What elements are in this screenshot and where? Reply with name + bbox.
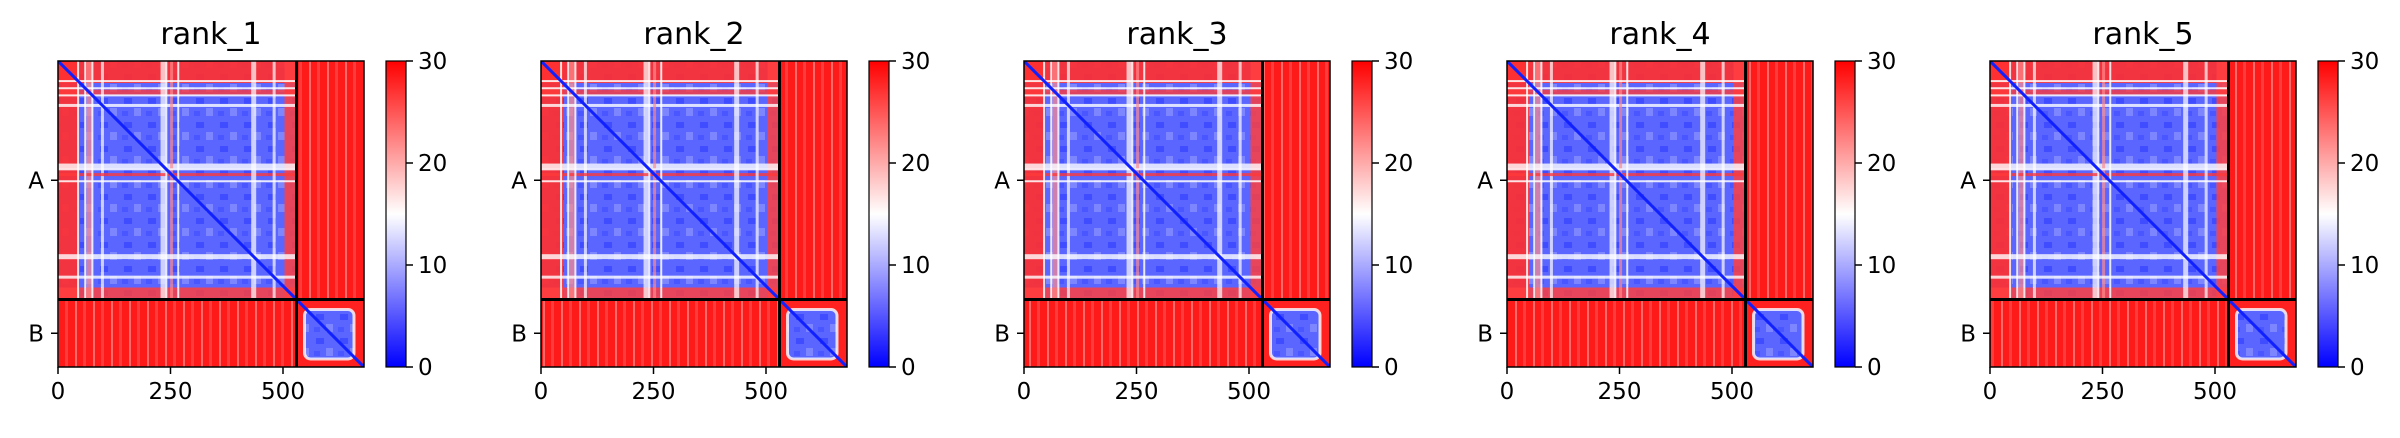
colorbar-frame <box>1351 60 1373 368</box>
colorbar <box>1835 61 1855 367</box>
heatmap-block-bb-edge <box>2235 308 2288 361</box>
colorbar-tick-label: 10 <box>418 253 447 279</box>
heatmap-diagonal <box>1507 61 1813 367</box>
heatmap <box>1024 61 1330 367</box>
colorbar-tick-label: 30 <box>1384 49 1413 75</box>
x-tick-label: 500 <box>2193 379 2237 405</box>
plot-frame <box>540 60 848 368</box>
x-tick-label: 0 <box>1017 379 1032 405</box>
x-tick-label: 0 <box>1983 379 1998 405</box>
colorbar-tick-label: 0 <box>1867 355 1882 381</box>
colorbar-tick-label: 30 <box>1867 49 1896 75</box>
colorbar <box>869 61 889 367</box>
panel-title: rank_1 <box>160 17 261 52</box>
panel-title: rank_3 <box>1126 17 1227 52</box>
plot-frame <box>1023 60 1331 368</box>
heatmap-block-bb-edge <box>786 308 839 361</box>
heatmap-block-ab <box>1262 61 1330 300</box>
x-tick-label: 0 <box>51 379 66 405</box>
colorbar-tick-label: 10 <box>2350 253 2379 279</box>
heatmap <box>1990 61 2296 367</box>
colorbar-tick-label: 30 <box>901 49 930 75</box>
heatmap-block-bb-edge <box>1752 308 1805 361</box>
colorbar <box>386 61 406 367</box>
y-chain-label: B <box>28 321 44 347</box>
colorbar-tick-label: 0 <box>418 355 433 381</box>
colorbar <box>2318 61 2338 367</box>
panel-2: rank_2 0 250 500 A B 0 10 20 30 <box>511 17 930 405</box>
colorbar-tick-label: 30 <box>418 49 447 75</box>
y-chain-label: A <box>28 168 44 194</box>
colorbar-tick-label: 20 <box>1867 151 1896 177</box>
panel-3: rank_3 0 250 500 A B 0 10 20 30 <box>994 17 1413 405</box>
panel-title: rank_2 <box>643 17 744 52</box>
heatmap-block-ab <box>296 61 364 300</box>
colorbar-tick-label: 20 <box>901 151 930 177</box>
colorbar-tick-label: 20 <box>2350 151 2379 177</box>
panel-title: rank_5 <box>2092 17 2193 52</box>
plot-frame <box>57 60 365 368</box>
heatmap-block-ba <box>541 299 780 367</box>
x-tick-label: 250 <box>149 379 193 405</box>
heatmap-block-ab <box>779 61 847 300</box>
x-tick-label: 500 <box>744 379 788 405</box>
y-chain-label: B <box>994 321 1010 347</box>
x-tick-label: 250 <box>632 379 676 405</box>
heatmap-block-ab <box>2228 61 2296 300</box>
heatmap-diagonal <box>1024 61 1330 367</box>
heatmap-diagonal <box>1990 61 2296 367</box>
heatmap-diagonal <box>541 61 847 367</box>
heatmap-diagonal <box>58 61 364 367</box>
colorbar-frame <box>385 60 407 368</box>
x-tick-label: 250 <box>1115 379 1159 405</box>
colorbar-tick-label: 10 <box>1867 253 1896 279</box>
y-chain-label: B <box>511 321 527 347</box>
plot-frame <box>1506 60 1814 368</box>
colorbar-tick-label: 20 <box>1384 151 1413 177</box>
y-chain-label: A <box>1477 168 1493 194</box>
plot-frame <box>1989 60 2297 368</box>
heatmap-block-ba <box>1024 299 1263 367</box>
colorbar-frame <box>1834 60 1856 368</box>
colorbar-frame <box>868 60 890 368</box>
y-chain-label: A <box>1960 168 1976 194</box>
heatmap <box>58 61 364 367</box>
colorbar-tick-label: 30 <box>2350 49 2379 75</box>
x-tick-label: 500 <box>1710 379 1754 405</box>
panel-1: rank_1 0 250 500 A B 0 10 20 30 <box>28 17 447 405</box>
colorbar <box>1352 61 1372 367</box>
x-tick-label: 0 <box>534 379 549 405</box>
colorbar-tick-label: 0 <box>1384 355 1399 381</box>
x-tick-label: 500 <box>261 379 305 405</box>
heatmap-block-ba <box>1990 299 2229 367</box>
x-tick-label: 250 <box>2081 379 2125 405</box>
x-tick-label: 250 <box>1598 379 1642 405</box>
x-tick-label: 0 <box>1500 379 1515 405</box>
panel-5: rank_5 0 250 500 A B 0 10 20 30 <box>1960 17 2379 405</box>
heatmap-block-bb-edge <box>1269 308 1322 361</box>
x-tick-label: 500 <box>1227 379 1271 405</box>
colorbar-tick-label: 20 <box>418 151 447 177</box>
heatmap-block-bb-edge <box>303 308 356 361</box>
panel-title: rank_4 <box>1609 17 1710 52</box>
colorbar-tick-label: 10 <box>1384 253 1413 279</box>
colorbar-tick-label: 10 <box>901 253 930 279</box>
panel-4: rank_4 0 250 500 A B 0 10 20 30 <box>1477 17 1896 405</box>
heatmap <box>541 61 847 367</box>
y-chain-label: B <box>1477 321 1493 347</box>
heatmap-block-ba <box>58 299 297 367</box>
colorbar-frame <box>2317 60 2339 368</box>
colorbar-tick-label: 0 <box>2350 355 2365 381</box>
y-chain-label: B <box>1960 321 1976 347</box>
y-chain-label: A <box>511 168 527 194</box>
heatmap <box>1507 61 1813 367</box>
heatmap-block-ab <box>1745 61 1813 300</box>
y-chain-label: A <box>994 168 1010 194</box>
heatmap-block-ba <box>1507 299 1746 367</box>
colorbar-tick-label: 0 <box>901 355 916 381</box>
